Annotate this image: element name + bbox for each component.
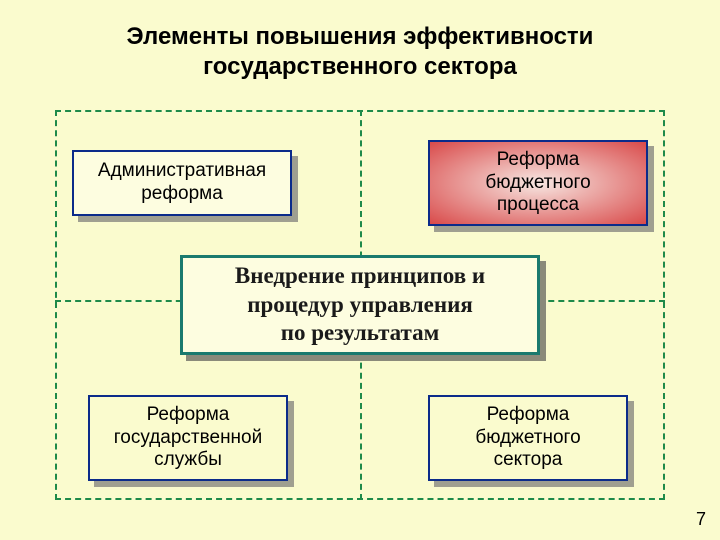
page-number: 7 bbox=[696, 509, 706, 530]
slide-title-text: Элементы повышения эффективностигосударс… bbox=[127, 23, 594, 80]
box-body: Административнаяреформа bbox=[72, 150, 292, 216]
box-body: Реформабюджетногосектора bbox=[428, 395, 628, 481]
box-budget-process-reform: Реформабюджетногопроцесса bbox=[428, 140, 648, 226]
box-body: Реформагосударственнойслужбы bbox=[88, 395, 288, 481]
box-label: Реформагосударственнойслужбы bbox=[114, 404, 262, 472]
center-box-results-management: Внедрение принципов ипроцедур управления… bbox=[180, 255, 540, 355]
box-label: Реформабюджетногопроцесса bbox=[485, 149, 590, 217]
box-label: Реформабюджетногосектора bbox=[475, 404, 580, 472]
slide: Элементы повышения эффективностигосударс… bbox=[0, 0, 720, 540]
box-admin-reform: Административнаяреформа bbox=[72, 150, 292, 216]
box-body: Реформабюджетногопроцесса bbox=[428, 140, 648, 226]
box-civil-service-reform: Реформагосударственнойслужбы bbox=[88, 395, 288, 481]
page-number-text: 7 bbox=[696, 509, 706, 529]
slide-title: Элементы повышения эффективностигосударс… bbox=[0, 22, 720, 82]
center-box-label: Внедрение принципов ипроцедур управления… bbox=[235, 262, 485, 348]
box-budget-sector-reform: Реформабюджетногосектора bbox=[428, 395, 628, 481]
center-box-body: Внедрение принципов ипроцедур управления… bbox=[180, 255, 540, 355]
box-label: Административнаяреформа bbox=[98, 160, 266, 206]
